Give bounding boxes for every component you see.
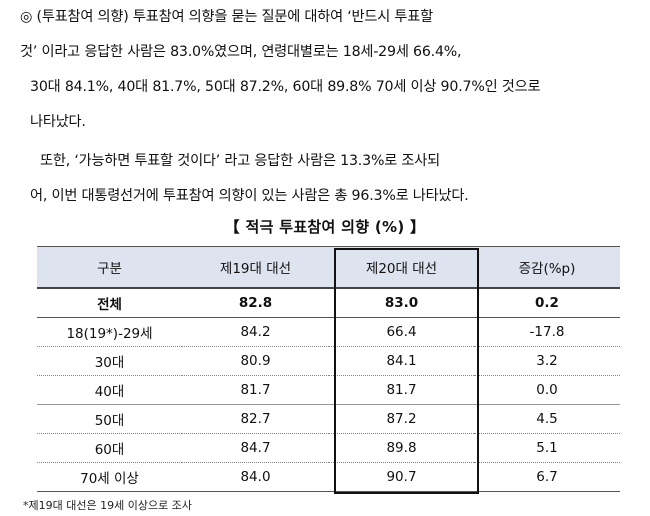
row-label: 70세 이상 — [37, 462, 182, 492]
cell-change: 3.2 — [474, 346, 620, 376]
header-category: 구분 — [37, 246, 182, 289]
paragraph-line: 어, 이번 대통령선거에 투표참여 의향이 있는 사람은 총 96.3%로 나타… — [30, 188, 469, 204]
table-row: 50대 82.7 87.2 4.5 — [37, 404, 620, 434]
table-title: 【 적극 투표참여 의향 (%) 】 — [224, 218, 426, 236]
header-19th-election: 제19대 대선 — [182, 246, 329, 289]
cell-change: 0.2 — [474, 288, 620, 318]
paragraph-line: 것’ 이라고 응답한 사람은 83.0%였으며, 연령대별로는 18세-29세 … — [20, 44, 462, 60]
cell-20th: 66.4 — [329, 317, 474, 347]
table-row-total: 전체 82.8 83.0 0.2 — [37, 288, 620, 318]
row-label: 50대 — [37, 404, 182, 434]
table-row: 18(19*)-29세 84.2 66.4 -17.8 — [37, 317, 620, 347]
cell-20th: 81.7 — [329, 375, 474, 405]
cell-20th: 87.2 — [329, 404, 474, 434]
paragraph-line: ◎ (투표참여 의향) 투표참여 의향을 묻는 질문에 대하여 ‘반드시 투표할 — [20, 9, 433, 25]
row-label: 18(19*)-29세 — [37, 317, 182, 347]
cell-20th: 90.7 — [329, 462, 474, 492]
cell-change: -17.8 — [474, 317, 620, 347]
voting-intention-table: 구분 제19대 대선 제20대 대선 증감(%p) 전체 82.8 83.0 0… — [37, 246, 620, 492]
cell-19th: 84.7 — [182, 433, 329, 463]
paragraph-line: 나타났다. — [30, 114, 86, 130]
table-row: 30대 80.9 84.1 3.2 — [37, 346, 620, 376]
table-row: 70세 이상 84.0 90.7 6.7 — [37, 462, 620, 492]
cell-19th: 81.7 — [182, 375, 329, 405]
cell-19th: 82.7 — [182, 404, 329, 434]
row-label: 60대 — [37, 433, 182, 463]
table-row: 40대 81.7 81.7 0.0 — [37, 375, 620, 405]
cell-change: 4.5 — [474, 404, 620, 434]
row-label: 40대 — [37, 375, 182, 405]
cell-20th: 83.0 — [329, 288, 474, 318]
header-20th-election: 제20대 대선 — [329, 246, 474, 289]
cell-19th: 82.8 — [182, 288, 329, 318]
cell-19th: 84.0 — [182, 462, 329, 492]
cell-19th: 84.2 — [182, 317, 329, 347]
table-header-row: 구분 제19대 대선 제20대 대선 증감(%p) — [37, 246, 620, 289]
paragraph-line: 또한, ‘가능하면 투표할 것이다’ 라고 응답한 사람은 13.3%로 조사되 — [40, 153, 440, 169]
table-row: 60대 84.7 89.8 5.1 — [37, 433, 620, 463]
cell-20th: 89.8 — [329, 433, 474, 463]
cell-20th: 84.1 — [329, 346, 474, 376]
row-label: 30대 — [37, 346, 182, 376]
header-change: 증감(%p) — [474, 246, 620, 289]
row-label: 전체 — [37, 288, 182, 318]
cell-change: 6.7 — [474, 462, 620, 492]
cell-change: 5.1 — [474, 433, 620, 463]
footnote: *제19대 대선은 19세 이상으로 조사 — [23, 499, 192, 512]
cell-change: 0.0 — [474, 375, 620, 405]
cell-19th: 80.9 — [182, 346, 329, 376]
paragraph-line: 30대 84.1%, 40대 81.7%, 50대 87.2%, 60대 89.… — [30, 79, 541, 95]
